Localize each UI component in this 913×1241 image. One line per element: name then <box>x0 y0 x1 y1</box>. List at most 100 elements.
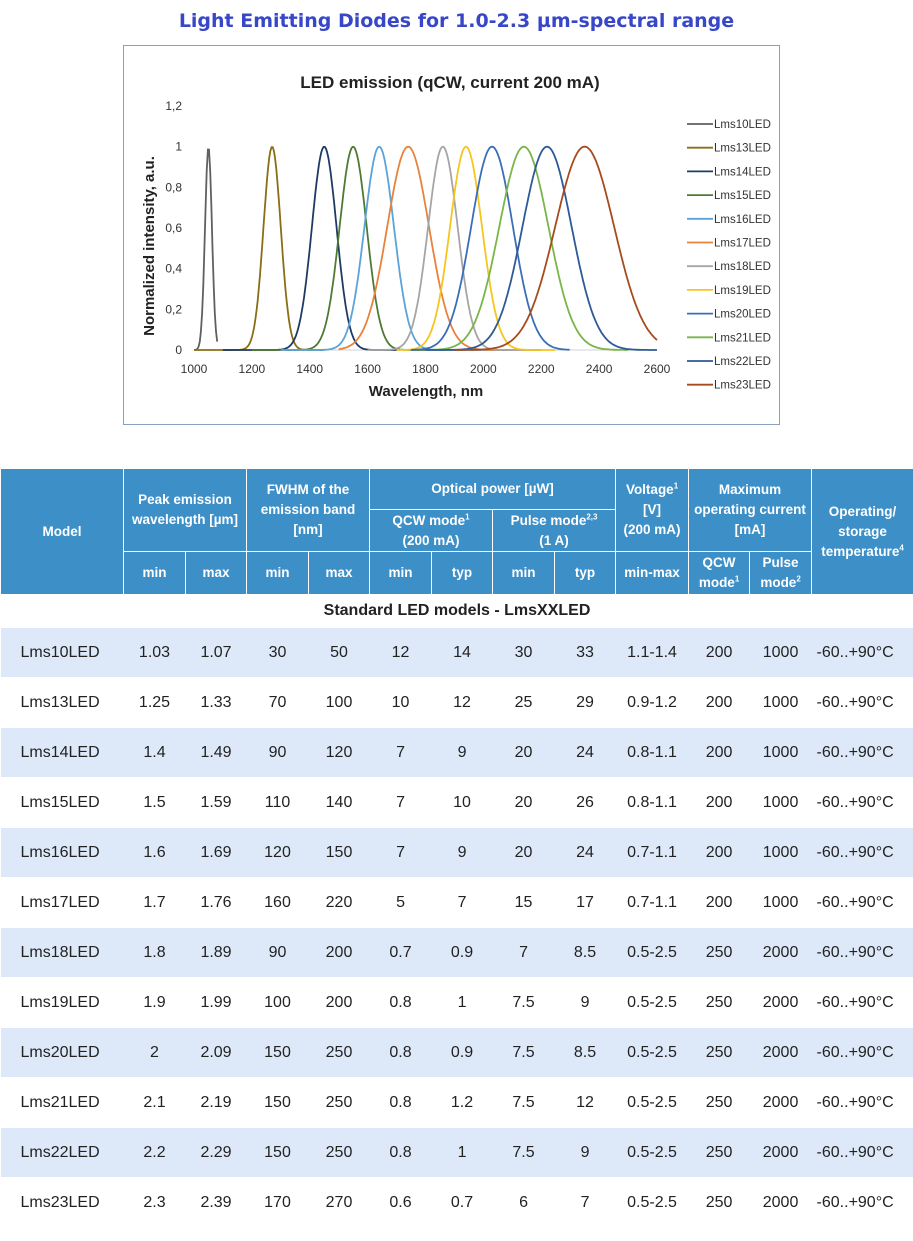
cell-qcw-min: 10 <box>369 677 432 728</box>
cell-fwhm-max: 250 <box>308 1127 370 1178</box>
cell-peak-min: 2.1 <box>123 1077 186 1128</box>
cell-peak-min: 1.4 <box>123 727 186 778</box>
cell-pulse-min: 25 <box>492 677 555 728</box>
header-pulse-sup: 2,3 <box>586 512 598 521</box>
cell-peak-max: 2.19 <box>185 1077 247 1128</box>
legend-label: Lms17LED <box>714 238 771 250</box>
y-tick-label: 1,2 <box>165 99 182 113</box>
cell-pulse-min: 7.5 <box>492 1127 555 1178</box>
table-row: Lms22LED 2.2 2.29 150 250 0.8 1 7.5 9 0.5-2.5 250 2… <box>0 1127 913 1178</box>
cell-model: Lms14LED <box>0 727 124 778</box>
cell-qcw-typ: 10 <box>431 777 493 828</box>
cell-cur-pulse: 2000 <box>749 1127 812 1178</box>
cell-pulse-min: 20 <box>492 827 555 878</box>
header-qcw-mode: QCW mode1 (200 mA) <box>369 509 494 552</box>
cell-cur-qcw: 250 <box>688 927 750 978</box>
y-ticks: 0 0,2 0,4 0,6 0,8 1 1,2 <box>165 99 182 357</box>
cell-peak-min: 2 <box>123 1027 186 1078</box>
cell-qcw-typ: 1.2 <box>431 1077 493 1128</box>
table-row: Lms21LED 2.1 2.19 150 250 0.8 1.2 7.5 12 0.5-2.5 2… <box>0 1077 913 1128</box>
header-fwhm-min: min <box>246 551 310 595</box>
cell-qcw-typ: 9 <box>431 727 493 778</box>
y-tick-label: 0,2 <box>165 302 182 316</box>
cell-pulse-typ: 8.5 <box>554 1027 616 1078</box>
section-title: Standard LED models - LmsXXLED <box>0 594 913 628</box>
cell-temp: -60..+90°C <box>811 1077 913 1128</box>
cell-qcw-min: 0.7 <box>369 927 432 978</box>
section-row: Standard LED models - LmsXXLED <box>0 594 913 628</box>
cell-fwhm-min: 150 <box>246 1127 309 1178</box>
cell-cur-pulse: 1000 <box>749 727 812 778</box>
cell-qcw-typ: 0.9 <box>431 1027 493 1078</box>
cell-peak-max: 1.33 <box>185 677 247 728</box>
legend-label: Lms15LED <box>714 190 771 202</box>
cell-qcw-min: 0.8 <box>369 1127 432 1178</box>
legend-label: Lms18LED <box>714 261 771 273</box>
cell-fwhm-min: 170 <box>246 1177 309 1228</box>
cell-model: Lms10LED <box>0 627 124 678</box>
cell-peak-max: 2.29 <box>185 1127 247 1178</box>
cell-cur-qcw: 250 <box>688 1127 750 1178</box>
cell-qcw-min: 7 <box>369 777 432 828</box>
cell-model: Lms17LED <box>0 877 124 928</box>
legend: Lms10LED Lms13LED Lms14LED Lms15LED Lms16LED… <box>687 119 771 392</box>
cell-qcw-min: 0.6 <box>369 1177 432 1228</box>
cell-peak-max: 1.07 <box>185 627 247 678</box>
cell-peak-min: 1.6 <box>123 827 186 878</box>
legend-label: Lms23LED <box>714 380 771 392</box>
x-tick-label: 2400 <box>586 362 613 376</box>
cell-model: Lms18LED <box>0 927 124 978</box>
y-axis-title: Normalized intensity, a.u. <box>141 156 158 336</box>
header-fwhm: FWHM of the emission band [nm] <box>246 468 371 552</box>
header-voltage-label: Voltage <box>625 482 674 497</box>
series-line-lms19led <box>396 145 556 351</box>
cell-peak-min: 2.3 <box>123 1177 186 1228</box>
header-voltage: Voltage1 [V] (200 mA) <box>615 468 690 552</box>
header-pulse-min: min <box>492 551 556 595</box>
x-tick-label: 2000 <box>470 362 497 376</box>
cell-qcw-typ: 9 <box>431 827 493 878</box>
cell-fwhm-max: 50 <box>308 627 370 678</box>
cell-pulse-min: 6 <box>492 1177 555 1228</box>
cell-cur-qcw: 200 <box>688 827 750 878</box>
cell-model: Lms16LED <box>0 827 124 878</box>
cell-fwhm-min: 70 <box>246 677 309 728</box>
cell-voltage: 0.5-2.5 <box>615 1127 689 1178</box>
cell-fwhm-max: 270 <box>308 1177 370 1228</box>
table-row: Lms14LED 1.4 1.49 90 120 7 9 20 24 0.8-1.1 200 1000… <box>0 727 913 778</box>
header-temperature-sup: 4 <box>899 543 904 552</box>
cell-fwhm-min: 110 <box>246 777 309 828</box>
x-tick-label: 1400 <box>296 362 323 376</box>
series-line-lms18led <box>367 145 542 351</box>
cell-cur-pulse: 2000 <box>749 1027 812 1078</box>
cell-cur-qcw: 200 <box>688 877 750 928</box>
header-qcw-typ: typ <box>431 551 494 595</box>
y-tick-label: 0,6 <box>165 221 182 235</box>
cell-temp: -60..+90°C <box>811 627 913 678</box>
cell-fwhm-max: 220 <box>308 877 370 928</box>
cell-fwhm-min: 30 <box>246 627 309 678</box>
header-qcw-sup: 1 <box>465 512 470 521</box>
table-row: Lms13LED 1.25 1.33 70 100 10 12 25 29 0.9-1.2 200 1… <box>0 677 913 728</box>
y-tick-label: 0,8 <box>165 180 182 194</box>
cell-fwhm-max: 100 <box>308 677 370 728</box>
cell-cur-pulse: 1000 <box>749 827 812 878</box>
header-current-pulse: Pulse mode2 <box>749 551 813 595</box>
x-tick-label: 2200 <box>528 362 555 376</box>
cell-pulse-min: 7 <box>492 927 555 978</box>
cell-peak-max: 1.89 <box>185 927 247 978</box>
cell-temp: -60..+90°C <box>811 677 913 728</box>
cell-pulse-typ: 7 <box>554 1177 616 1228</box>
cell-model: Lms19LED <box>0 977 124 1028</box>
cell-fwhm-min: 150 <box>246 1027 309 1078</box>
series-group <box>193 145 658 351</box>
cell-pulse-min: 20 <box>492 777 555 828</box>
cell-model: Lms13LED <box>0 677 124 728</box>
cell-fwhm-max: 200 <box>308 977 370 1028</box>
header-peak-min: min <box>123 551 186 595</box>
cell-pulse-typ: 24 <box>554 827 616 878</box>
cell-temp: -60..+90°C <box>811 977 913 1028</box>
cell-peak-min: 1.7 <box>123 877 186 928</box>
cell-temp: -60..+90°C <box>811 877 913 928</box>
header-temperature-label: Operating/ storage temperature <box>821 503 900 559</box>
